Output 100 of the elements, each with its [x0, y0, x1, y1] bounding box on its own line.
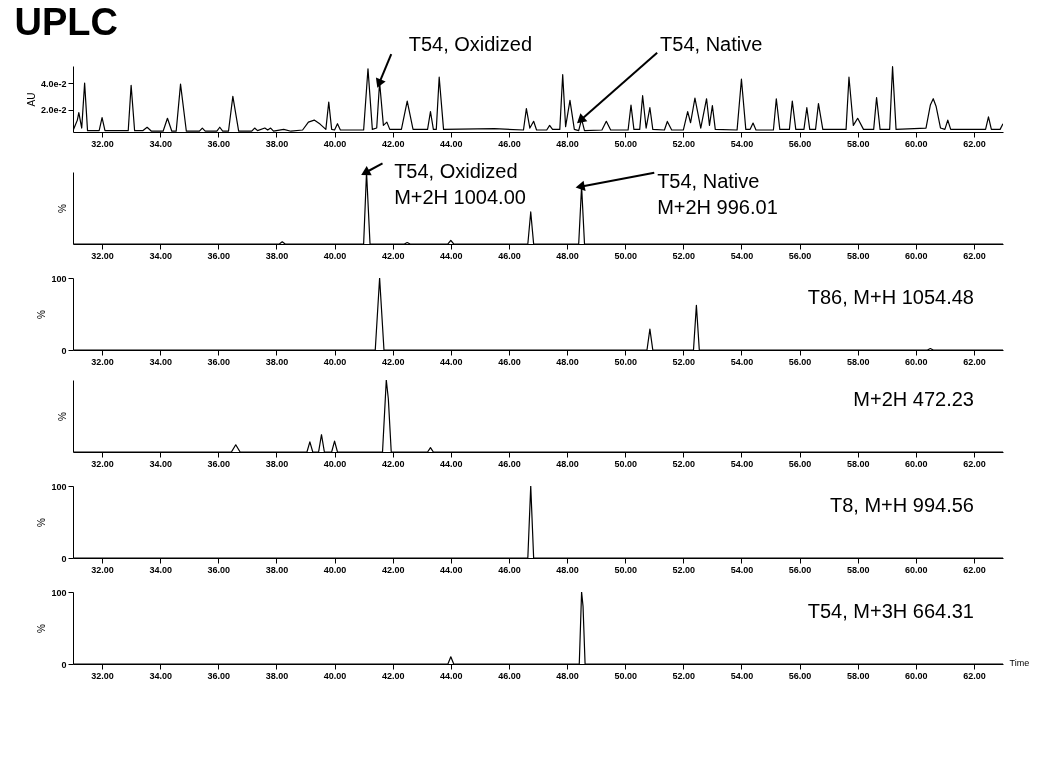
- x-tick-label: 58.00: [846, 670, 870, 681]
- x-tick-label: 32.00: [91, 250, 114, 261]
- x-tick-label: 54.00: [730, 138, 754, 149]
- y-tick-label: 0: [61, 345, 67, 356]
- x-tick-label: 50.00: [614, 250, 637, 261]
- x-tick-label: 58.00: [846, 138, 870, 149]
- x-tick-label: 58.00: [846, 356, 870, 367]
- x-tick-label: 32.00: [91, 564, 114, 575]
- y-axis-title: %: [36, 309, 48, 319]
- x-tick-label: 62.00: [963, 458, 986, 469]
- x-tick-label: 52.00: [672, 356, 696, 367]
- x-tick-label: 36.00: [207, 458, 231, 469]
- x-tick-label: 56.00: [788, 670, 812, 681]
- x-tick-label: 42.00: [381, 670, 405, 681]
- x-tick-label: 40.00: [323, 250, 347, 261]
- x-tick-label: 56.00: [788, 458, 812, 469]
- chart-title: UPLC: [14, 0, 118, 43]
- x-tick-label: 38.00: [265, 138, 289, 149]
- x-tick-label: 40.00: [323, 670, 347, 681]
- x-tick-label: 46.00: [498, 356, 521, 367]
- x-tick-label: 60.00: [905, 356, 928, 367]
- x-tick-label: 46.00: [498, 138, 521, 149]
- x-tick-label: 36.00: [207, 356, 231, 367]
- y-axis-title: AU: [25, 92, 37, 107]
- x-tick-label: 48.00: [556, 138, 579, 149]
- x-tick-label: 54.00: [730, 564, 754, 575]
- x-tick-label: 52.00: [672, 138, 696, 149]
- x-tick-label: 34.00: [149, 564, 172, 575]
- y-axis-title: %: [56, 411, 68, 421]
- x-tick-label: 42.00: [381, 458, 405, 469]
- x-tick-label: 48.00: [556, 458, 579, 469]
- x-tick-label: 34.00: [149, 458, 172, 469]
- x-tick-label: 56.00: [788, 564, 812, 575]
- x-tick-label: 44.00: [440, 564, 463, 575]
- x-tick-label: 62.00: [963, 250, 986, 261]
- x-tick-label: 52.00: [672, 670, 696, 681]
- x-tick-label: 34.00: [149, 356, 172, 367]
- y-tick-label: 4.0e-2: [40, 78, 67, 89]
- x-tick-label: 62.00: [963, 670, 986, 681]
- annotation: T54, Native M+2H 996.01: [657, 170, 778, 219]
- annotation: T54, M+3H 664.31: [807, 600, 974, 623]
- x-tick-label: 62.00: [963, 356, 986, 367]
- x-tick-label: 52.00: [672, 564, 696, 575]
- x-tick-label: 60.00: [905, 670, 928, 681]
- x-tick-label: 52.00: [672, 458, 696, 469]
- x-tick-label: 32.00: [91, 458, 114, 469]
- x-tick-label: 38.00: [265, 356, 289, 367]
- x-tick-label: 32.00: [91, 138, 114, 149]
- x-tick-label: 46.00: [498, 670, 521, 681]
- x-tick-label: 38.00: [265, 564, 289, 575]
- x-tick-label: 36.00: [207, 564, 231, 575]
- x-tick-label: 44.00: [440, 458, 463, 469]
- x-tick-label: 58.00: [846, 564, 870, 575]
- y-axis-title: %: [36, 623, 48, 633]
- x-tick-label: 34.00: [149, 138, 172, 149]
- annotation: M+2H 472.23: [853, 388, 974, 411]
- x-tick-label: 60.00: [905, 250, 928, 261]
- x-tick-label: 42.00: [381, 356, 405, 367]
- x-tick-label: 34.00: [149, 250, 172, 261]
- x-tick-label: 50.00: [614, 670, 637, 681]
- annotation: T86, M+H 1054.48: [807, 286, 974, 309]
- x-tick-label: 40.00: [323, 564, 347, 575]
- x-tick-label: 42.00: [381, 138, 405, 149]
- y-tick-label: 100: [51, 481, 67, 492]
- x-tick-label: 48.00: [556, 670, 579, 681]
- x-tick-label: 46.00: [498, 458, 521, 469]
- annotation: T8, M+H 994.56: [829, 494, 974, 517]
- x-tick-label: 56.00: [788, 356, 812, 367]
- x-tick-label: 54.00: [730, 356, 754, 367]
- x-tick-label: 54.00: [730, 670, 754, 681]
- x-tick-label: 38.00: [265, 670, 289, 681]
- x-tick-label: 42.00: [381, 250, 405, 261]
- x-tick-label: 50.00: [614, 564, 637, 575]
- x-axis-title: Time: [1009, 657, 1030, 668]
- annotation: T54, Native: [660, 32, 763, 55]
- x-tick-label: 56.00: [788, 138, 812, 149]
- y-axis-title: %: [56, 203, 68, 213]
- x-tick-label: 60.00: [905, 458, 928, 469]
- x-tick-label: 34.00: [149, 670, 172, 681]
- x-tick-label: 44.00: [440, 138, 463, 149]
- x-tick-label: 58.00: [846, 458, 870, 469]
- x-tick-label: 42.00: [381, 564, 405, 575]
- x-tick-label: 46.00: [498, 564, 521, 575]
- x-tick-label: 54.00: [730, 458, 754, 469]
- x-tick-label: 44.00: [440, 356, 463, 367]
- x-tick-label: 60.00: [905, 564, 928, 575]
- annotation: T54, Oxidized M+2H 1004.00: [394, 160, 526, 208]
- x-tick-label: 36.00: [207, 250, 231, 261]
- x-tick-label: 62.00: [963, 564, 986, 575]
- x-tick-label: 50.00: [614, 138, 637, 149]
- x-tick-label: 48.00: [556, 250, 579, 261]
- y-tick-label: 100: [51, 273, 67, 284]
- y-tick-label: 100: [51, 587, 67, 598]
- x-tick-label: 52.00: [672, 250, 696, 261]
- x-tick-label: 40.00: [323, 356, 347, 367]
- x-tick-label: 48.00: [556, 356, 579, 367]
- x-tick-label: 40.00: [323, 458, 347, 469]
- x-tick-label: 58.00: [846, 250, 870, 261]
- y-tick-label: 2.0e-2: [40, 105, 67, 116]
- y-axis-title: %: [36, 517, 48, 527]
